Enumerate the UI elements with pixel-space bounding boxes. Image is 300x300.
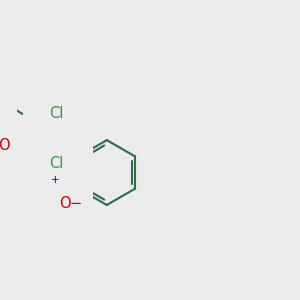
Text: Cl: Cl	[49, 156, 64, 171]
Text: O: O	[45, 133, 56, 148]
Text: N: N	[28, 174, 38, 189]
Text: O: O	[60, 166, 71, 181]
Text: N: N	[44, 181, 55, 196]
Text: Cl: Cl	[49, 106, 64, 121]
Text: +: +	[51, 175, 60, 185]
Text: O: O	[0, 138, 10, 153]
Text: H: H	[39, 174, 49, 187]
Text: O: O	[60, 196, 71, 211]
Text: −: −	[70, 196, 82, 211]
